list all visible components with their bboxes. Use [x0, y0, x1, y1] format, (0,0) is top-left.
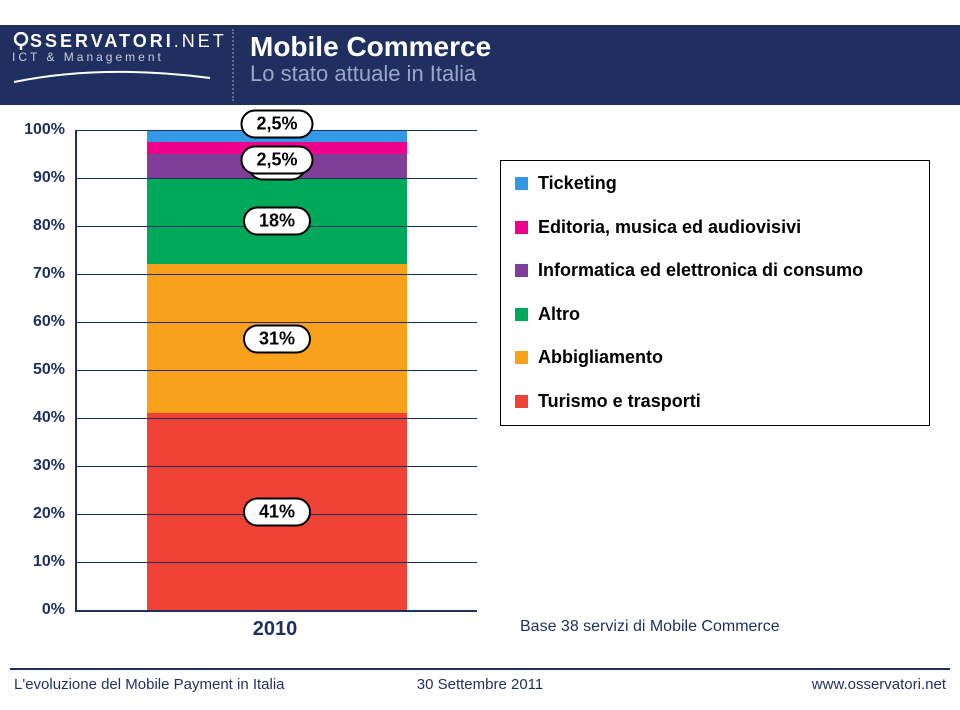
legend-item: Editoria, musica ed audiovisivi	[515, 217, 915, 239]
legend-item: Informatica ed elettronica di consumo	[515, 260, 915, 282]
logo-glyph-o	[12, 31, 30, 51]
y-tick-label: 0%	[10, 601, 65, 619]
callout-turismo: 41%	[243, 497, 311, 526]
chart-caption: Base 38 servizi di Mobile Commerce	[520, 618, 780, 650]
legend-swatch	[515, 351, 528, 364]
footer-separator	[10, 668, 950, 670]
footer-right: www.osservatori.net	[812, 676, 946, 693]
chart: 0%10%20%30%40%50%60%70%80%90%100% 41%31%…	[10, 130, 950, 650]
grid-line	[77, 370, 477, 371]
title-block: Mobile Commerce Lo stato attuale in Ital…	[250, 31, 491, 87]
legend: Ticketing Editoria, musica ed audiovisivi…	[500, 160, 930, 426]
plot-area: 41%31%18%5%2,5%2,5%	[75, 130, 477, 612]
y-tick-label: 40%	[10, 409, 65, 427]
page-title: Mobile Commerce	[250, 31, 491, 63]
y-tick-label: 10%	[10, 553, 65, 571]
logo-text-1: SSERVATORI	[30, 31, 174, 51]
legend-swatch	[515, 308, 528, 321]
grid-line	[77, 274, 477, 275]
header-divider	[232, 29, 234, 101]
footer-mid: 30 Settembre 2011	[417, 676, 543, 693]
legend-label: Turismo e trasporti	[538, 391, 701, 413]
y-tick-label: 70%	[10, 265, 65, 283]
y-tick-label: 80%	[10, 217, 65, 235]
callout-editoria: 2,5%	[240, 146, 313, 175]
grid-line	[77, 418, 477, 419]
callout-ticketing: 2,5%	[240, 110, 313, 139]
legend-item: Altro	[515, 304, 915, 326]
grid-line	[77, 322, 477, 323]
callout-abbigliamento: 31%	[243, 324, 311, 353]
legend-item: Ticketing	[515, 173, 915, 195]
grid-line	[77, 466, 477, 467]
legend-label: Altro	[538, 304, 580, 326]
logo-swoosh-icon	[12, 68, 227, 93]
brand-logo: SSERVATORI.NET ICT & Management	[12, 31, 227, 93]
y-tick-label: 20%	[10, 505, 65, 523]
legend-swatch	[515, 264, 528, 277]
x-axis-label: 2010	[145, 618, 405, 641]
y-tick-label: 60%	[10, 313, 65, 331]
legend-label: Abbigliamento	[538, 347, 663, 369]
y-tick-label: 100%	[10, 121, 65, 139]
legend-swatch	[515, 177, 528, 190]
grid-line	[77, 562, 477, 563]
legend-swatch	[515, 395, 528, 408]
y-tick-label: 50%	[10, 361, 65, 379]
y-tick-label: 30%	[10, 457, 65, 475]
legend-item: Turismo e trasporti	[515, 391, 915, 413]
legend-label: Editoria, musica ed audiovisivi	[538, 217, 801, 239]
header-band: SSERVATORI.NET ICT & Management Mobile C…	[0, 25, 960, 105]
legend-label: Ticketing	[538, 173, 617, 195]
footer-left: L'evoluzione del Mobile Payment in Itali…	[14, 676, 285, 693]
logo-tagline: ICT & Management	[12, 50, 227, 64]
legend-label: Informatica ed elettronica di consumo	[538, 260, 863, 282]
footer: L'evoluzione del Mobile Payment in Itali…	[10, 676, 950, 700]
legend-swatch	[515, 221, 528, 234]
callout-altro: 18%	[243, 207, 311, 236]
y-tick-label: 90%	[10, 169, 65, 187]
logo-text-2: .NET	[174, 31, 227, 51]
page-subtitle: Lo stato attuale in Italia	[250, 61, 491, 87]
legend-item: Abbigliamento	[515, 347, 915, 369]
